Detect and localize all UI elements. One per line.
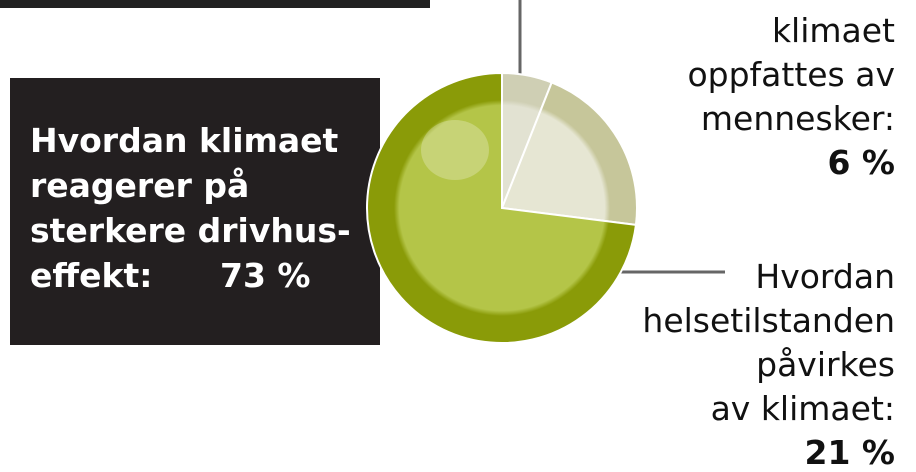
slice-label: klimaet oppfattes av mennesker: xyxy=(687,11,895,138)
label-line: sterkere drivhus- xyxy=(30,211,351,250)
slice-label: Hvordan helsetilstanden påvirkes av klimaet… xyxy=(642,257,895,428)
label-line: helsetilstanden xyxy=(642,301,895,340)
value-label: 73 % xyxy=(220,256,310,295)
label-line: effekt: xyxy=(30,256,152,295)
value-label: 6 % xyxy=(827,143,895,182)
label-line: Hvordan xyxy=(755,257,895,296)
pie-slice xyxy=(366,71,638,344)
label-line: klimaet xyxy=(772,11,895,50)
label-line: mennesker: xyxy=(701,99,895,138)
label-line: reagerer på xyxy=(30,166,249,205)
label-line: oppfattes av xyxy=(687,55,895,94)
label-line: påvirkes xyxy=(756,345,895,384)
label-line: Hvordan klimaet xyxy=(30,121,339,160)
title-fragment xyxy=(0,0,430,8)
slice-label: Hvordan klimaet reagerer på sterkere drivh… xyxy=(30,121,351,295)
value-label: 21 % xyxy=(805,433,895,472)
label-line: av klimaet: xyxy=(711,389,895,428)
callout-box xyxy=(10,78,420,345)
pie-slice xyxy=(500,81,638,227)
